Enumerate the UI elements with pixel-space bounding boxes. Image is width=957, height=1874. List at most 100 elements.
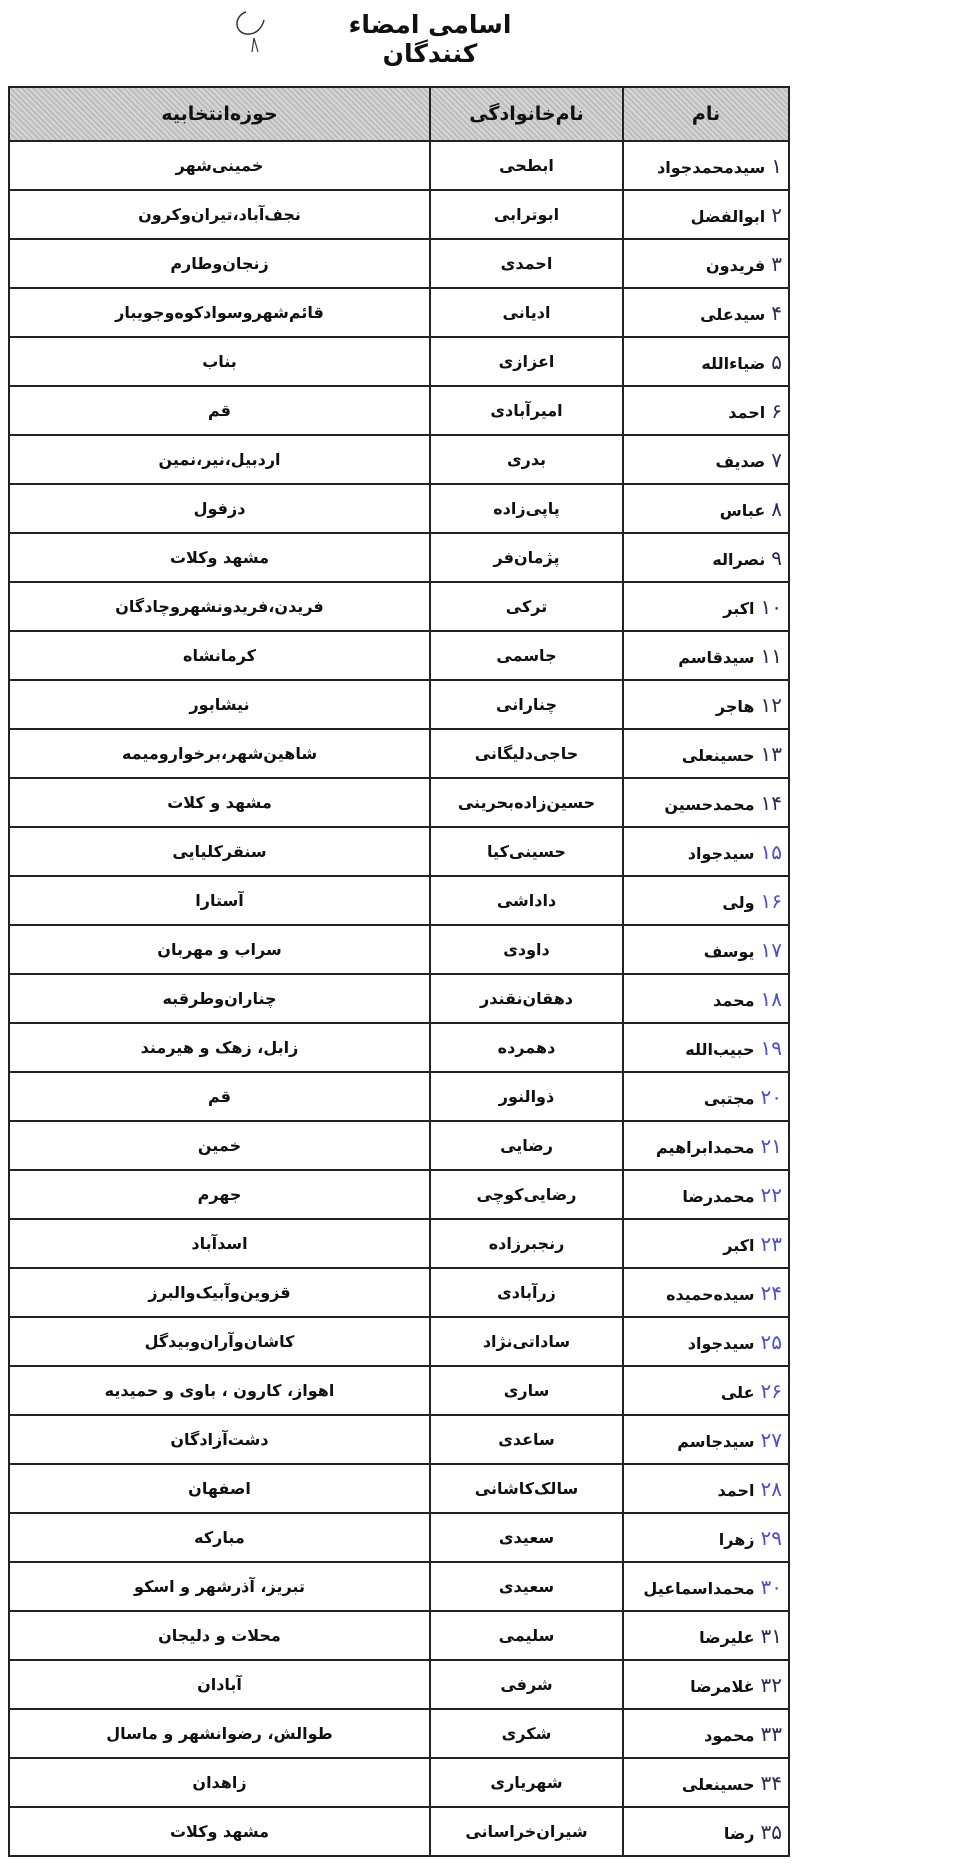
- cell-name: ۳۱علیرضا: [622, 1610, 790, 1661]
- table-row: ۷صدیف بدری اردبیل،نیر،نمین: [8, 434, 790, 485]
- page-title: اسامی امضاء کنندگان: [348, 10, 512, 68]
- cell-name: ۳فریدون: [622, 238, 790, 289]
- handwritten-number: ۱۸: [760, 986, 782, 1011]
- first-name: اکبر: [723, 598, 755, 618]
- table-header-row: نام نام‌خانوادگی حوزه‌انتخابیه: [8, 86, 790, 142]
- handwritten-number: ۱۵: [760, 839, 782, 864]
- first-name: محمداسماعیل: [643, 1578, 755, 1598]
- first-name: رضا: [723, 1823, 755, 1843]
- handwritten-number: ۲۷: [760, 1427, 782, 1452]
- cell-family: دهقان‌نقندر: [429, 973, 624, 1024]
- cell-family: داداشی: [429, 875, 624, 926]
- cell-district: زاهدان: [8, 1757, 431, 1808]
- cell-district: سراب و مهربان: [8, 924, 431, 975]
- cell-family: دهمرده: [429, 1022, 624, 1073]
- cell-name: ۲۷سیدجاسم: [622, 1414, 790, 1465]
- cell-name: ۲۳اکبر: [622, 1218, 790, 1269]
- table-row: ۱۷یوسف داودی سراب و مهربان: [8, 924, 790, 975]
- cell-district: اسدآباد: [8, 1218, 431, 1269]
- table-row: ۱۵سیدجواد حسینی‌کیا سنقرکلیایی: [8, 826, 790, 877]
- cell-name: ۴سیدعلی: [622, 287, 790, 338]
- cell-district: خمین: [8, 1120, 431, 1171]
- table-row: ۲۵سیدجواد ساداتی‌نژاد کاشان‌وآران‌وبیدگل: [8, 1316, 790, 1367]
- handwritten-number: ۱۲: [760, 692, 782, 717]
- cell-family: ابوترابی: [429, 189, 624, 240]
- cell-family: سلیمی: [429, 1610, 624, 1661]
- header-name: نام: [622, 86, 790, 142]
- cell-name: ۹نصراله: [622, 532, 790, 583]
- handwritten-number: ۲۹: [760, 1525, 782, 1550]
- handwritten-number: ۳۲: [760, 1672, 782, 1697]
- cell-name: ۲۲محمدرضا: [622, 1169, 790, 1220]
- cell-district: طوالش، رضوانشهر و ماسال: [8, 1708, 431, 1759]
- cell-family: زرآبادی: [429, 1267, 624, 1318]
- table-row: ۳۰محمداسماعیل سعیدی تبریز، آذرشهر و اسکو: [8, 1561, 790, 1612]
- table-row: ۱۹حبیب‌الله دهمرده زابل، زهک و هیرمند: [8, 1022, 790, 1073]
- cell-name: ۲۸احمد: [622, 1463, 790, 1514]
- first-name: احمد: [717, 1480, 755, 1500]
- handwritten-number: ۲۸: [760, 1476, 782, 1501]
- cell-name: ۳۵رضا: [622, 1806, 790, 1857]
- cell-district: زابل، زهک و هیرمند: [8, 1022, 431, 1073]
- cell-name: ۱۰اکبر: [622, 581, 790, 632]
- cell-family: پژمان‌فر: [429, 532, 624, 583]
- table-row: ۱۶ولی داداشی آستارا: [8, 875, 790, 926]
- table-row: ۲۰مجتبی ذوالنور قم: [8, 1071, 790, 1122]
- cell-name: ۵ضیاءالله: [622, 336, 790, 387]
- cell-district: کرمانشاه: [8, 630, 431, 681]
- cell-district: تبریز، آذرشهر و اسکو: [8, 1561, 431, 1612]
- header-family: نام‌خانوادگی: [429, 86, 624, 142]
- cell-family: ساداتی‌نژاد: [429, 1316, 624, 1367]
- table-row: ۱۱سیدقاسم جاسمی کرمانشاه: [8, 630, 790, 681]
- cell-name: ۳۰محمداسماعیل: [622, 1561, 790, 1612]
- cell-family: پاپی‌زاده: [429, 483, 624, 534]
- first-name: نصراله: [712, 549, 766, 569]
- handwritten-number: ۱۹: [760, 1035, 782, 1060]
- handwritten-page-mark: [236, 11, 265, 53]
- cell-name: ۱۳حسینعلی: [622, 728, 790, 779]
- cell-name: ۲۰مجتبی: [622, 1071, 790, 1122]
- handwritten-number: ۳: [771, 251, 782, 276]
- table-row: ۲ابوالفضل ابوترابی نجف‌آباد،تیران‌وکرون: [8, 189, 790, 240]
- first-name: سیدجواد: [687, 1333, 755, 1353]
- first-name: مجتبی: [703, 1088, 755, 1108]
- cell-district: فریدن،فریدونشهروچادگان: [8, 581, 431, 632]
- first-name: حسینعلی: [681, 745, 755, 765]
- first-name: محمود: [704, 1725, 755, 1745]
- table-row: ۲۱محمدابراهیم رضایی خمین: [8, 1120, 790, 1171]
- header-district: حوزه‌انتخابیه: [8, 86, 431, 142]
- cell-family: چنارانی: [429, 679, 624, 730]
- cell-family: احمدی: [429, 238, 624, 289]
- first-name: محمدحسین: [664, 794, 755, 814]
- table-row: ۱۰اکبر ترکی فریدن،فریدونشهروچادگان: [8, 581, 790, 632]
- cell-district: دشت‌آزادگان: [8, 1414, 431, 1465]
- handwritten-number: ۳۰: [760, 1574, 782, 1599]
- handwritten-number: ۲: [771, 202, 782, 227]
- cell-family: حاجی‌دلیگانی: [429, 728, 624, 779]
- cell-family: رضایی‌کوچی: [429, 1169, 624, 1220]
- table-row: ۶احمد امیرآبادی قم: [8, 385, 790, 436]
- first-name: هاجر: [715, 696, 755, 716]
- first-name: اکبر: [723, 1235, 755, 1255]
- first-name: ضیاءالله: [701, 353, 766, 373]
- handwritten-number: ۳۵: [760, 1819, 782, 1844]
- cell-name: ۲۹زهرا: [622, 1512, 790, 1563]
- cell-district: سنقرکلیایی: [8, 826, 431, 877]
- handwritten-number: ۷: [771, 447, 782, 472]
- table-row: ۲۲محمدرضا رضایی‌کوچی جهرم: [8, 1169, 790, 1220]
- cell-district: نیشابور: [8, 679, 431, 730]
- first-name: محمدابراهیم: [656, 1137, 755, 1157]
- cell-family: حسینی‌کیا: [429, 826, 624, 877]
- handwritten-number: ۸: [771, 496, 782, 521]
- handwritten-number: ۱۱: [760, 643, 782, 668]
- handwritten-number: ۲۱: [760, 1133, 782, 1158]
- cell-family: ساعدی: [429, 1414, 624, 1465]
- cell-family: رضایی: [429, 1120, 624, 1171]
- handwritten-number: ۲۵: [760, 1329, 782, 1354]
- cell-family: سعیدی: [429, 1561, 624, 1612]
- first-name: سیده‌حمیده: [666, 1284, 755, 1304]
- cell-district: مشهد وکلات: [8, 1806, 431, 1857]
- handwritten-number: ۱۴: [760, 790, 782, 815]
- first-name: سیدمحمدجواد: [657, 157, 766, 177]
- cell-family: امیرآبادی: [429, 385, 624, 436]
